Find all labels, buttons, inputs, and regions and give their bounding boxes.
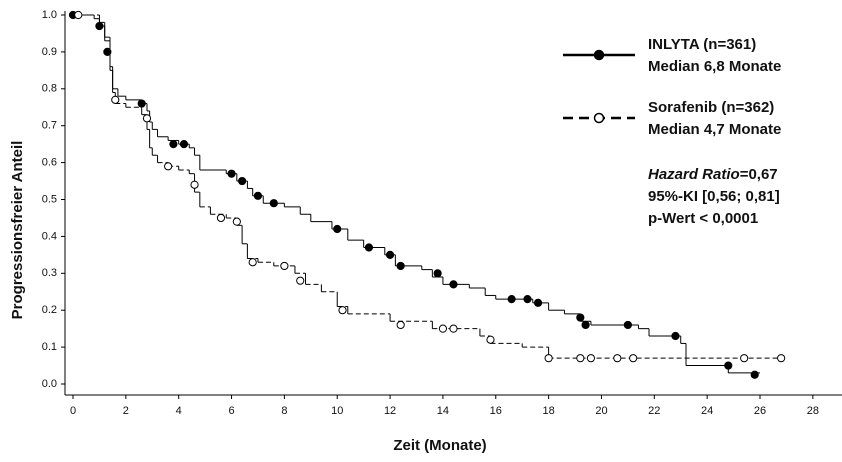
x-tick-label: 18 xyxy=(542,405,554,417)
censor-marker xyxy=(296,276,305,285)
censor-marker xyxy=(169,140,178,149)
censor-marker xyxy=(338,306,347,315)
x-tick-label: 8 xyxy=(281,405,287,417)
hazard-ratio-value: =0,67 xyxy=(740,166,778,183)
y-axis-title: Progressionsfreier Anteil xyxy=(9,141,26,320)
censor-marker xyxy=(507,295,516,304)
censor-marker xyxy=(750,370,759,379)
censor-marker xyxy=(629,354,638,363)
y-tick-label: 0.5 xyxy=(42,193,57,205)
censor-marker xyxy=(385,250,395,259)
censor-marker xyxy=(581,320,590,330)
legend-label: Sorafenib (n=362) xyxy=(648,99,774,116)
censor-marker xyxy=(142,114,152,123)
censor-marker xyxy=(433,269,442,278)
x-tick-label: 22 xyxy=(648,405,660,417)
x-tick-label: 16 xyxy=(490,405,502,417)
censor-marker xyxy=(533,298,543,307)
censor-marker xyxy=(486,335,495,344)
hazard-ratio-label: Hazard Ratio xyxy=(648,166,740,183)
censor-marker xyxy=(227,169,236,178)
y-tick-label: 0.3 xyxy=(42,267,57,279)
censor-marker xyxy=(438,324,448,333)
censor-marker xyxy=(576,354,585,363)
x-axis-title: Zeit (Monate) xyxy=(393,437,486,454)
censor-marker xyxy=(248,258,257,267)
censor-marker xyxy=(671,331,680,341)
x-tick-label: 28 xyxy=(807,405,819,417)
censor-marker xyxy=(740,354,749,363)
y-tick-label: 0.4 xyxy=(42,230,57,242)
censor-marker xyxy=(103,47,112,57)
censor-marker xyxy=(216,213,226,223)
legend-median: Median 6,8 Monate xyxy=(648,58,781,75)
censor-marker xyxy=(724,361,733,370)
censor-marker xyxy=(95,21,104,31)
censor-marker xyxy=(449,280,458,289)
censor-marker xyxy=(190,180,199,189)
y-tick-label: 0.8 xyxy=(42,83,57,95)
y-tick-label: 0.1 xyxy=(42,341,57,353)
censor-marker xyxy=(238,176,247,186)
y-tick-label: 0.7 xyxy=(42,120,57,132)
censor-marker xyxy=(576,313,585,322)
y-tick-label: 0.9 xyxy=(42,46,57,58)
censor-marker xyxy=(269,199,278,208)
censor-marker xyxy=(777,354,786,363)
censor-marker xyxy=(396,261,405,271)
p-value: p-Wert < 0,0001 xyxy=(648,210,758,227)
legend-marker xyxy=(593,112,605,124)
y-tick-label: 0.0 xyxy=(42,378,57,390)
censor-marker xyxy=(623,320,632,330)
censor-marker xyxy=(253,191,263,200)
hazard-ratio: Hazard Ratio=0,67 xyxy=(648,166,778,183)
x-tick-label: 10 xyxy=(331,405,343,417)
y-tick-label: 1.0 xyxy=(42,9,57,21)
x-tick-label: 6 xyxy=(228,405,234,417)
x-tick-label: 26 xyxy=(754,405,766,417)
x-tick-label: 24 xyxy=(701,405,713,417)
censor-marker xyxy=(396,320,405,330)
censor-marker xyxy=(164,162,173,171)
legend-marker xyxy=(593,49,605,61)
censor-marker xyxy=(111,95,120,104)
censor-marker xyxy=(74,10,83,20)
censor-marker xyxy=(544,354,553,363)
y-tick-label: 0.6 xyxy=(42,157,57,169)
x-tick-label: 20 xyxy=(595,405,607,417)
censor-marker xyxy=(280,261,289,271)
x-tick-label: 4 xyxy=(176,405,182,417)
censor-marker xyxy=(613,354,622,363)
censor-marker xyxy=(179,140,189,149)
censor-marker xyxy=(523,295,532,304)
censor-marker xyxy=(364,243,374,252)
x-tick-label: 2 xyxy=(123,405,129,417)
censor-marker xyxy=(232,217,241,226)
legend-median: Median 4,7 Monate xyxy=(648,121,781,138)
confidence-interval: 95%-KI [0,56; 0,81] xyxy=(648,188,780,205)
x-tick-label: 0 xyxy=(70,405,76,417)
x-tick-label: 12 xyxy=(384,405,396,417)
censor-marker xyxy=(449,324,458,333)
censor-marker xyxy=(333,224,342,234)
y-tick-label: 0.2 xyxy=(42,304,57,316)
legend-label: INLYTA (n=361) xyxy=(648,36,756,53)
censor-marker xyxy=(137,99,146,108)
x-tick-label: 14 xyxy=(437,405,449,417)
censor-marker xyxy=(586,354,595,363)
